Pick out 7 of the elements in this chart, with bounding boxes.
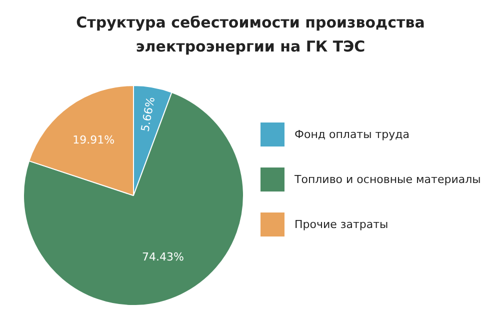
chart-title: Структура себестоимости производства электроэнергии на ГК ТЭС (76, 14, 425, 56)
legend-label: Прочие затраты (294, 218, 388, 231)
data-label: 74.43% (142, 250, 184, 264)
legend-label: Фонд оплаты труда (294, 128, 410, 141)
data-label: 19.91% (72, 134, 115, 147)
legend-label: Топливо и основные материалы (294, 173, 481, 186)
data-label: 5.66% (138, 96, 158, 133)
